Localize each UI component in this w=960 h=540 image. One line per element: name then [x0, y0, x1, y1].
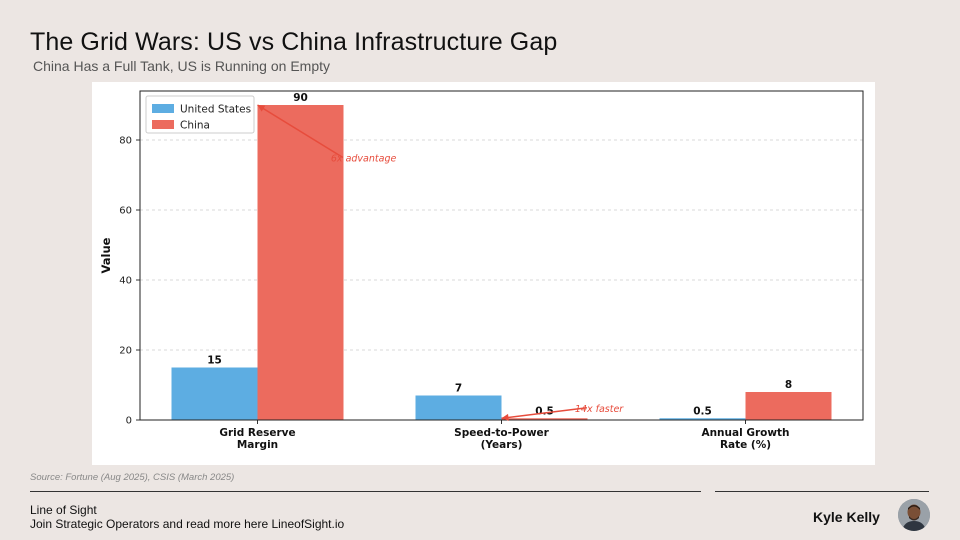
- x-tick-label: Annual Growth: [701, 427, 789, 439]
- annotation-label: 14x faster: [575, 404, 624, 415]
- bar-united-states: [171, 367, 258, 420]
- bar-china: [745, 392, 832, 420]
- bar-china: [257, 105, 344, 420]
- y-tick-label: 0: [126, 416, 132, 427]
- y-tick-label: 40: [119, 276, 132, 287]
- footer-divider-left: [30, 491, 701, 492]
- legend-label: United States: [180, 104, 251, 116]
- y-tick-label: 80: [119, 136, 132, 147]
- author-name: Kyle Kelly: [813, 509, 880, 525]
- x-tick-label: Margin: [237, 439, 278, 451]
- footer-brand: Line of Sight Join Strategic Operators a…: [30, 503, 344, 531]
- legend-swatch: [152, 120, 174, 129]
- data-label: 8: [785, 379, 792, 391]
- annotation-arrow: [501, 407, 587, 419]
- bar-united-states: [659, 418, 746, 420]
- plot-frame: [139, 90, 864, 421]
- data-label: 90: [293, 92, 308, 104]
- bar-united-states: [415, 395, 502, 420]
- annotation-arrow: [257, 104, 344, 159]
- annotation-arrowhead: [501, 413, 509, 421]
- y-axis-label: Value: [99, 237, 113, 273]
- chart-panel: 0 20 40 60 80 15 90 Grid Reserve Margin 7 0.5 Speed…: [92, 82, 875, 465]
- x-tick-label: Rate (%): [720, 439, 771, 451]
- x-tick-label: Grid Reserve: [219, 427, 295, 439]
- brand-tagline: Join Strategic Operators and read more h…: [30, 517, 345, 531]
- data-label: 0.5: [693, 405, 712, 417]
- x-tick-label: Speed-to-Power: [454, 427, 550, 439]
- legend-label: China: [180, 120, 210, 132]
- data-label: 15: [207, 355, 222, 367]
- x-tick-label: (Years): [481, 439, 523, 451]
- y-tick-label: 20: [119, 346, 132, 357]
- page-title: The Grid Wars: US vs China Infrastructur…: [30, 28, 558, 56]
- footer-divider-right: [715, 491, 929, 492]
- legend-swatch: [152, 104, 174, 113]
- bar-china: [501, 418, 588, 420]
- annotation-arrowhead: [257, 105, 266, 112]
- data-label: 0.5: [535, 405, 554, 417]
- source-note: Source: Fortune (Aug 2025), CSIS (March …: [30, 472, 235, 483]
- brand-name: Line of Sight: [30, 503, 97, 517]
- y-tick-label: 60: [119, 206, 132, 217]
- annotation-label: 6x advantage: [331, 154, 397, 165]
- person-avatar-icon: [898, 499, 930, 531]
- data-label: 7: [455, 383, 462, 395]
- page-subtitle: China Has a Full Tank, US is Running on …: [33, 58, 330, 74]
